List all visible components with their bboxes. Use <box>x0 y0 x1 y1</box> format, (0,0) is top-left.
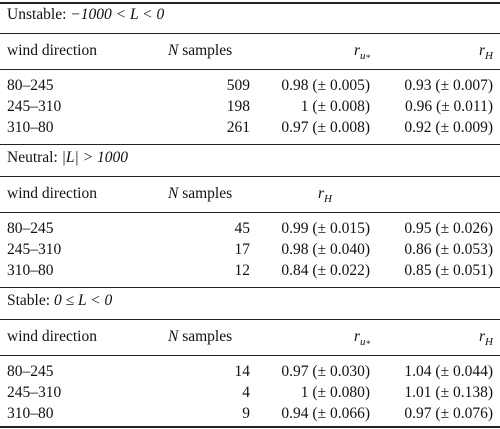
section-rule <box>0 144 500 145</box>
table-row: 245–310 198 1 (± 0.008) 0.96 (± 0.011) <box>0 96 500 118</box>
cell-r-h: 1.01 (± 0.138) <box>404 384 493 401</box>
cell-direction: 245–310 <box>7 98 62 115</box>
cell-r-ustar: 0.94 (± 0.066) <box>281 405 370 422</box>
header-wind-direction: wind direction <box>7 185 97 202</box>
cell-r-ustar: 1 (± 0.080) <box>300 384 370 401</box>
section-rule <box>0 176 500 177</box>
cell-direction: 80–245 <box>7 220 54 237</box>
header-n-samples: N samples <box>168 328 233 345</box>
table-row: 80–245 45 0.99 (± 0.015) 0.95 (± 0.026) <box>0 218 500 240</box>
table-row: 245–310 17 0.98 (± 0.040) 0.86 (± 0.053) <box>0 239 500 261</box>
header-row: wind direction N samples rH <box>0 183 500 205</box>
cell-n: 509 <box>226 77 250 94</box>
section-rule <box>0 319 500 320</box>
cell-n: 45 <box>234 220 251 237</box>
cell-r-ustar: 0.84 (± 0.022) <box>281 262 370 279</box>
cell-direction: 310–80 <box>7 405 54 422</box>
table-row: 245–310 4 1 (± 0.080) 1.01 (± 0.138) <box>0 382 500 404</box>
header-r-h: rH <box>318 185 332 205</box>
cell-n: 198 <box>226 98 250 115</box>
header-rule <box>0 212 500 213</box>
section-title-neutral: Neutral: |L| > 1000 <box>7 149 129 166</box>
header-r-ustar: ru* <box>353 42 370 63</box>
cell-r-h: 0.85 (± 0.051) <box>404 262 493 279</box>
header-rule <box>0 355 500 356</box>
cell-direction: 245–310 <box>7 241 62 258</box>
header-row: wind direction N samples ru* rH <box>0 326 500 349</box>
cell-r-h: 0.97 (± 0.076) <box>404 405 493 422</box>
cell-direction: 80–245 <box>7 363 54 380</box>
table-bottom-rule <box>0 426 500 428</box>
header-n-samples: N samples <box>168 185 233 202</box>
header-r-h: rH <box>479 42 493 62</box>
header-wind-direction: wind direction <box>7 328 97 345</box>
cell-r-h: 0.92 (± 0.009) <box>404 119 493 136</box>
table-row: 80–245 509 0.98 (± 0.005) 0.93 (± 0.007) <box>0 75 500 97</box>
section-rule <box>0 287 500 288</box>
cell-r-ustar: 1 (± 0.008) <box>300 98 370 115</box>
cell-n: 9 <box>242 405 250 422</box>
cell-r-ustar: 0.99 (± 0.015) <box>281 220 370 237</box>
cell-r-ustar: 0.97 (± 0.008) <box>281 119 370 136</box>
cell-n: 17 <box>234 241 251 258</box>
header-r-h: rH <box>479 328 493 348</box>
header-wind-direction: wind direction <box>7 42 97 59</box>
header-row: wind direction N samples ru* rH <box>0 40 500 63</box>
cell-r-h: 0.95 (± 0.026) <box>404 220 493 237</box>
cell-n: 14 <box>234 363 251 380</box>
table-row: 310–80 9 0.94 (± 0.066) 0.97 (± 0.076) <box>0 403 500 425</box>
cell-n: 12 <box>234 262 251 279</box>
section-title-unstable: Unstable: −1000 < L < 0 <box>7 6 165 23</box>
section-title-stable: Stable: 0 ≤ L < 0 <box>7 292 113 309</box>
cell-r-h: 1.04 (± 0.044) <box>404 363 493 380</box>
table-top-rule <box>0 2 500 4</box>
cell-direction: 310–80 <box>7 119 54 136</box>
cell-r-h: 0.86 (± 0.053) <box>404 241 493 258</box>
header-r-ustar: ru* <box>353 328 370 349</box>
cell-r-h: 0.96 (± 0.011) <box>404 98 493 115</box>
cell-r-ustar: 0.98 (± 0.005) <box>281 77 370 94</box>
cell-direction: 80–245 <box>7 77 54 94</box>
header-n-samples: N samples <box>168 42 233 59</box>
cell-direction: 310–80 <box>7 262 54 279</box>
table-row: 80–245 14 0.97 (± 0.030) 1.04 (± 0.044) <box>0 361 500 383</box>
cell-r-h: 0.93 (± 0.007) <box>404 77 493 94</box>
cell-r-ustar: 0.97 (± 0.030) <box>281 363 370 380</box>
table-row: 310–80 261 0.97 (± 0.008) 0.92 (± 0.009) <box>0 117 500 139</box>
cell-r-ustar: 0.98 (± 0.040) <box>281 241 370 258</box>
header-rule <box>0 69 500 70</box>
section-rule <box>0 33 500 34</box>
cell-n: 261 <box>226 119 250 136</box>
cell-direction: 245–310 <box>7 384 62 401</box>
cell-n: 4 <box>242 384 250 401</box>
table-row: 310–80 12 0.84 (± 0.022) 0.85 (± 0.051) <box>0 260 500 282</box>
